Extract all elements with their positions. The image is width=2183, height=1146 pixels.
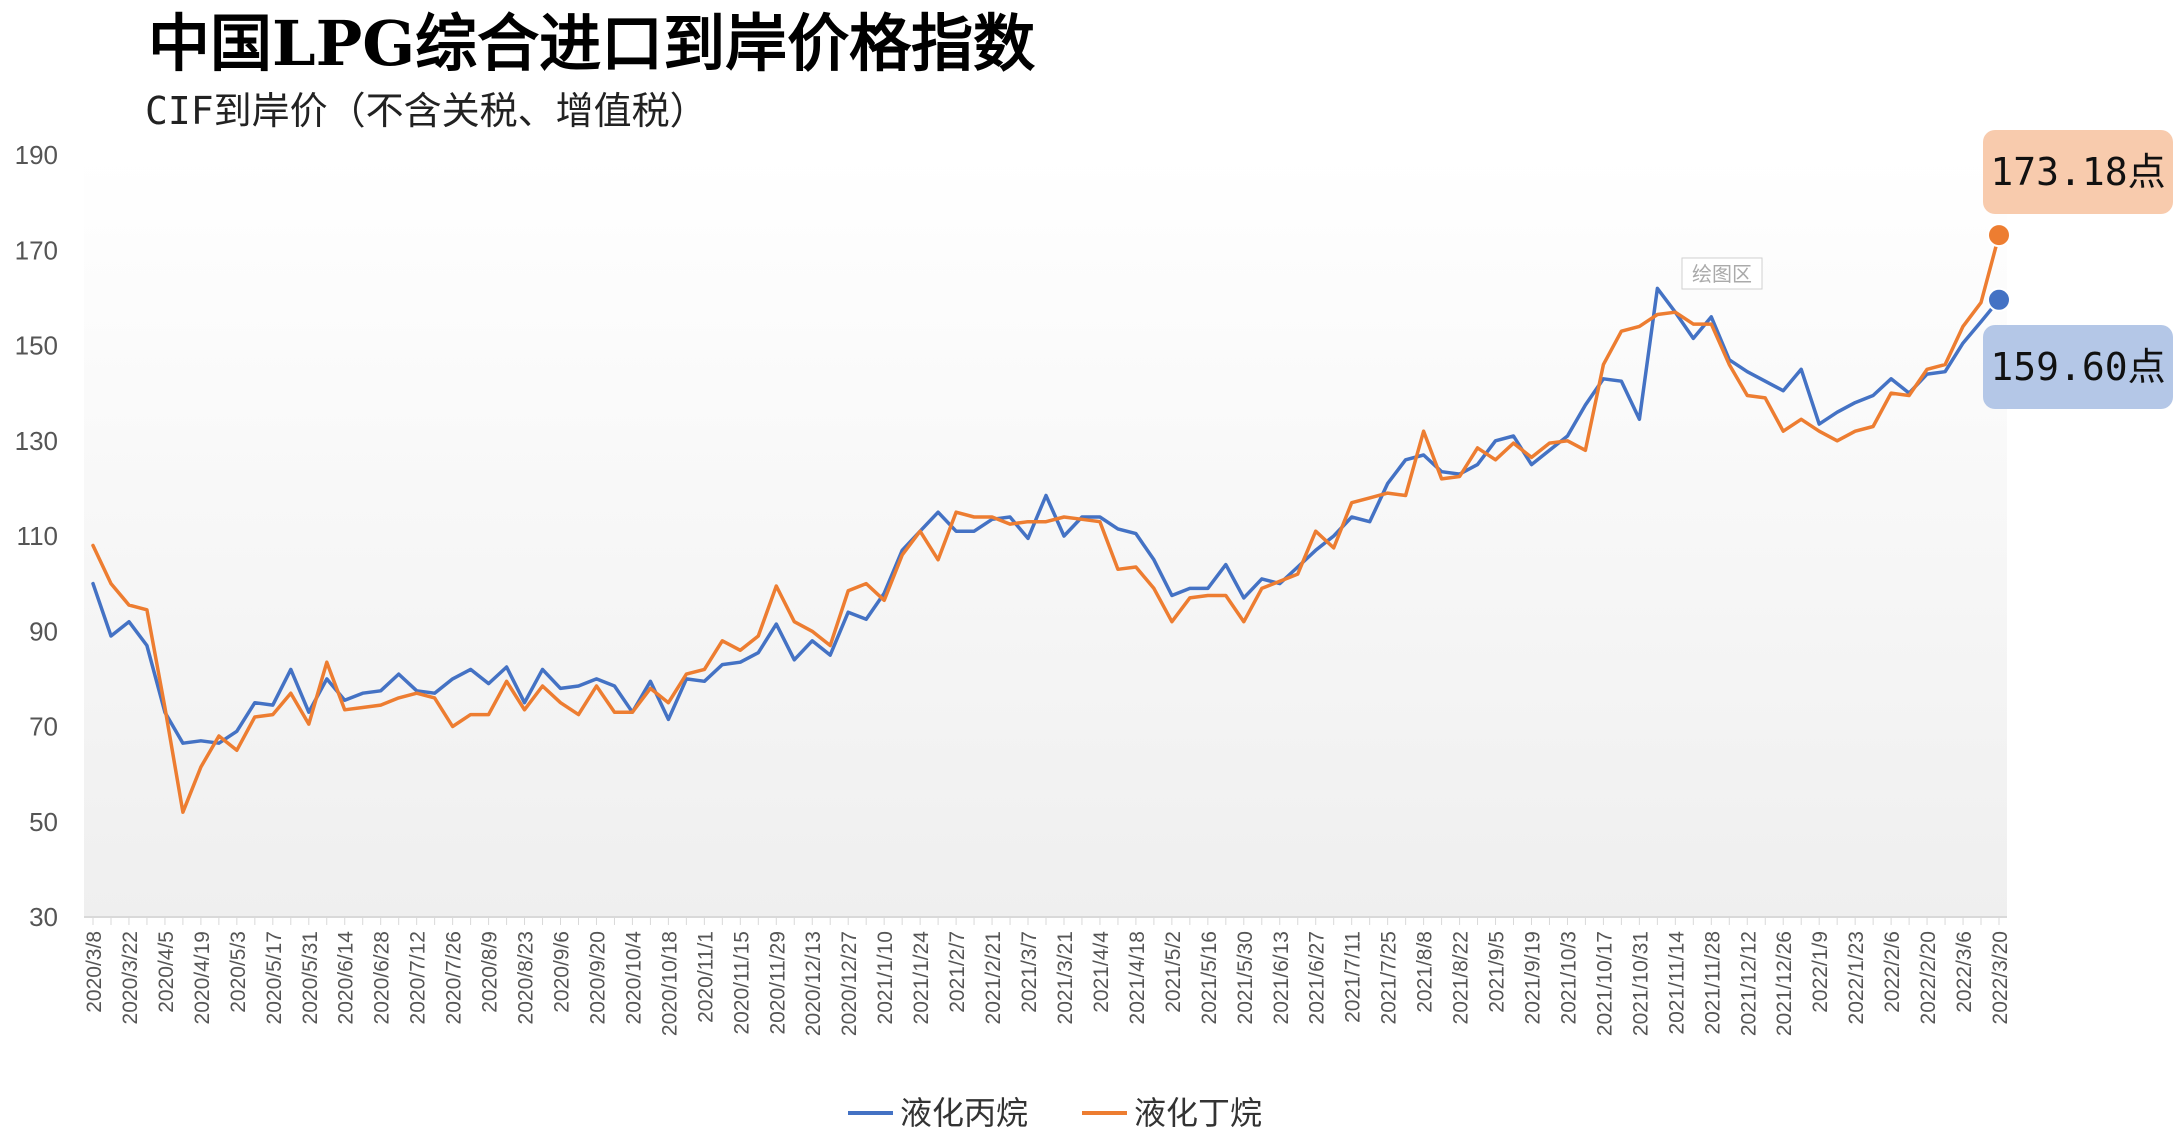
y-tick-label: 30 xyxy=(29,902,58,932)
x-tick-label: 2021/3/21 xyxy=(1054,931,1077,1024)
x-tick-label: 2021/12/26 xyxy=(1773,931,1796,1036)
x-tick-label: 2020/12/27 xyxy=(838,931,861,1036)
x-tick-label: 2020/6/14 xyxy=(335,931,358,1025)
x-tick-label: 2021/6/13 xyxy=(1270,931,1293,1024)
x-tick-label: 2020/5/31 xyxy=(299,931,322,1024)
y-tick-label: 50 xyxy=(29,807,58,837)
x-tick-label: 2020/3/22 xyxy=(119,931,142,1024)
x-tick-label: 2021/10/31 xyxy=(1629,931,1652,1036)
x-tick-label: 2020/4/5 xyxy=(155,931,178,1013)
y-tick-label: 130 xyxy=(15,426,58,456)
value-callout-box xyxy=(1983,130,2173,214)
x-tick-label: 2021/9/5 xyxy=(1486,931,1509,1013)
x-tick-label: 2022/3/6 xyxy=(1953,931,1976,1013)
x-tick-label: 2020/10/18 xyxy=(658,931,681,1036)
x-tick-label: 2020/10/4 xyxy=(622,931,645,1025)
y-axis: 30 50 70 90 110 130 150 170 190 xyxy=(15,140,58,932)
series-layer xyxy=(91,233,2001,814)
x-tick-label: 2020/8/9 xyxy=(479,931,502,1013)
x-axis: 2020/3/8 2020/3/22 2020/4/5 2020/4/19 2020/5… xyxy=(83,917,2012,1036)
chart-title: 中国LPG综合进口到岸价格指数 xyxy=(148,7,1035,80)
x-tick-label: 2021/8/8 xyxy=(1414,931,1437,1013)
plot-area-tag: 绘图区 xyxy=(1681,257,1763,290)
x-tick-label: 2021/8/22 xyxy=(1450,931,1473,1024)
x-tick-label: 2020/9/6 xyxy=(551,931,574,1013)
callout-layer: 173.18点 159.60点 xyxy=(1983,130,2173,409)
legend-label-butane: 液化丁烷 xyxy=(1134,1094,1262,1132)
x-tick-label: 2022/2/6 xyxy=(1881,931,1904,1013)
value-callout-box xyxy=(1983,325,2173,409)
series-line-butane xyxy=(91,233,2001,814)
x-tick-label: 2020/9/20 xyxy=(586,931,609,1024)
y-tick-label: 70 xyxy=(29,712,58,742)
end-point-marker xyxy=(1987,287,2011,312)
x-tick-label: 2021/3/7 xyxy=(1018,931,1041,1013)
x-tick-label: 2021/1/10 xyxy=(874,931,897,1024)
y-tick-label: 170 xyxy=(15,235,58,265)
y-tick-label: 190 xyxy=(15,140,58,170)
value-callout-label: 173.18点 xyxy=(1990,150,2165,194)
plot-area-tag-label: 绘图区 xyxy=(1692,262,1752,286)
x-tick-label: 2020/11/1 xyxy=(694,931,717,1023)
x-tick-label: 2021/2/7 xyxy=(946,931,969,1013)
x-tick-label: 2020/7/26 xyxy=(443,931,466,1024)
x-tick-label: 2020/5/17 xyxy=(263,931,286,1024)
x-tick-label: 2021/10/17 xyxy=(1593,931,1616,1036)
x-tick-label: 2021/7/25 xyxy=(1378,931,1401,1024)
y-tick-label: 90 xyxy=(29,616,58,646)
y-tick-label: 110 xyxy=(17,521,58,551)
x-tick-label: 2020/3/8 xyxy=(83,931,106,1013)
x-tick-label: 2021/2/21 xyxy=(982,931,1005,1024)
x-tick-label: 2022/3/20 xyxy=(1989,931,2012,1024)
legend-label-propane: 液化丙烷 xyxy=(900,1094,1028,1132)
x-tick-label: 2020/11/15 xyxy=(730,931,753,1035)
x-tick-label: 2021/5/16 xyxy=(1198,931,1221,1024)
x-tick-label: 2020/12/13 xyxy=(802,931,825,1036)
x-tick-label: 2021/6/27 xyxy=(1306,931,1329,1024)
x-tick-label: 2020/8/23 xyxy=(515,931,538,1024)
x-tick-label: 2021/7/11 xyxy=(1342,931,1365,1023)
x-tick-label: 2021/11/28 xyxy=(1701,931,1724,1035)
x-tick-label: 2021/10/3 xyxy=(1557,931,1580,1024)
x-tick-label: 2022/1/23 xyxy=(1845,931,1868,1024)
x-tick-label: 2022/2/20 xyxy=(1917,931,1940,1024)
x-tick-label: 2021/11/14 xyxy=(1665,931,1688,1035)
x-tick-label: 2022/1/9 xyxy=(1809,931,1832,1013)
x-tick-label: 2021/5/2 xyxy=(1162,931,1185,1013)
x-tick-label: 2020/7/12 xyxy=(407,931,430,1024)
x-tick-label: 2021/4/4 xyxy=(1090,931,1113,1013)
chart-subtitle: CIF到岸价（不含关税、增值税） xyxy=(145,89,708,133)
legend: 液化丙烷 液化丁烷 xyxy=(848,1094,1262,1132)
y-tick-label: 150 xyxy=(15,331,58,361)
x-tick-label: 2021/9/19 xyxy=(1521,931,1544,1024)
x-tick-label: 2020/4/19 xyxy=(191,931,214,1024)
x-tick-label: 2020/6/28 xyxy=(371,931,394,1024)
x-tick-label: 2021/12/12 xyxy=(1737,931,1760,1036)
value-callout-label: 159.60点 xyxy=(1990,345,2165,389)
x-tick-label: 2020/11/29 xyxy=(766,931,789,1035)
series-line-propane xyxy=(91,286,2001,745)
x-tick-label: 2021/4/18 xyxy=(1126,931,1149,1024)
x-tick-label: 2021/1/24 xyxy=(910,931,933,1025)
x-tick-label: 2021/5/30 xyxy=(1234,931,1257,1024)
x-tick-label: 2020/5/3 xyxy=(227,931,250,1013)
end-point-marker xyxy=(1987,223,2011,248)
